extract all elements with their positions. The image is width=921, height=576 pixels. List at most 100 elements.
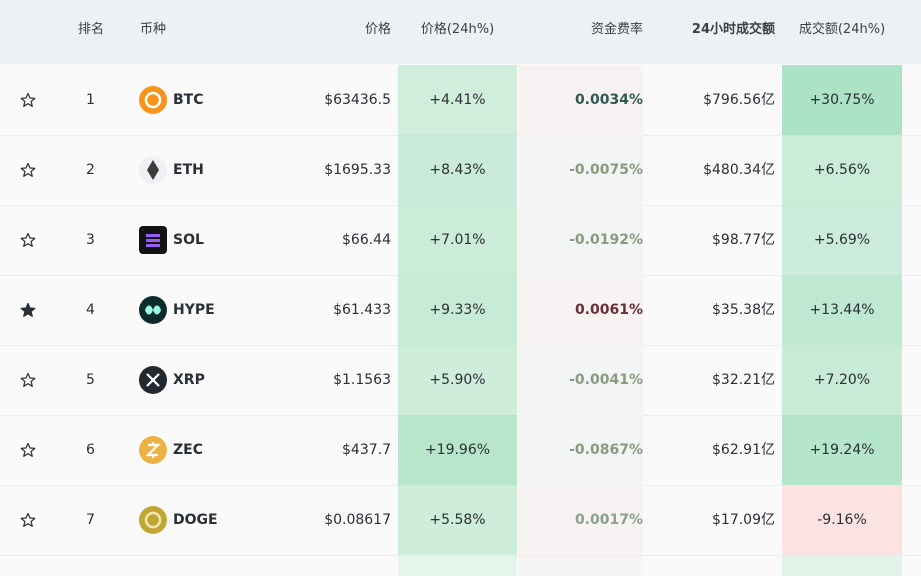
table-row[interactable]: 7 DOGE $0.08617 +5.58% 0.0017% $17.09亿 -9.16% bbox=[0, 485, 921, 556]
price: $0.08617 bbox=[324, 512, 391, 528]
volume-change-cell-bg bbox=[782, 65, 902, 135]
funding-cell-bg bbox=[518, 205, 643, 275]
header-volume[interactable]: 24小时成交额 bbox=[691, 22, 775, 37]
funding-rate: 0.0017% bbox=[574, 512, 643, 528]
funding-rate: -0.0075% bbox=[569, 162, 643, 178]
change-cell-bg bbox=[398, 415, 517, 485]
volume-change-cell-bg bbox=[782, 415, 902, 485]
funding-cell-bg bbox=[518, 345, 643, 415]
volume-change: +19.24% bbox=[809, 442, 875, 458]
volume: $62.91亿 bbox=[712, 442, 775, 458]
header-rank[interactable]: 排名 bbox=[78, 22, 105, 37]
price: $437.7 bbox=[342, 442, 391, 458]
volume-change-cell-bg bbox=[782, 275, 902, 345]
volume: $32.21亿 bbox=[712, 372, 775, 388]
coin-icon bbox=[139, 226, 167, 254]
table-row[interactable]: 6 ZEC $437.7 +19.96% -0.0867% $62.91亿 +19.24% bbox=[0, 415, 921, 486]
header-volume-change[interactable]: 成交额(24h%) bbox=[798, 22, 886, 37]
volume-change: +7.20% bbox=[813, 372, 871, 388]
funding-cell-bg bbox=[518, 275, 643, 345]
rank: 1 bbox=[86, 92, 95, 108]
coin-symbol[interactable]: HYPE bbox=[173, 302, 215, 318]
price-change: +7.01% bbox=[429, 232, 486, 248]
favorite-star[interactable] bbox=[20, 232, 36, 248]
coin-symbol[interactable]: XRP bbox=[173, 372, 205, 388]
price: $66.44 bbox=[342, 232, 391, 248]
price-change: +5.58% bbox=[429, 512, 486, 528]
coin-symbol[interactable]: SOL bbox=[173, 232, 204, 248]
price-change: +9.33% bbox=[429, 302, 486, 318]
change-column-bg bbox=[398, 65, 517, 576]
rank: 3 bbox=[86, 232, 95, 248]
rank: 4 bbox=[86, 302, 95, 318]
favorite-star[interactable] bbox=[20, 442, 36, 458]
header-funding[interactable]: 资金费率 bbox=[590, 22, 643, 37]
volume-change: +6.56% bbox=[813, 162, 871, 178]
change-cell-bg bbox=[398, 135, 517, 205]
funding-cell-bg bbox=[518, 135, 643, 205]
volume: $796.56亿 bbox=[703, 92, 775, 108]
funding-rate: -0.0192% bbox=[569, 232, 643, 248]
volume: $17.09亿 bbox=[712, 512, 775, 528]
table-row[interactable]: 4 HYPE $61.433 +9.33% 0.0061% $35.38亿 +13.44% bbox=[0, 275, 921, 346]
price: $1695.33 bbox=[324, 162, 391, 178]
rank: 7 bbox=[86, 512, 95, 528]
rank: 5 bbox=[86, 372, 95, 388]
coin-icon bbox=[139, 86, 167, 114]
favorite-star[interactable] bbox=[20, 302, 36, 318]
volume-change-cell-bg bbox=[782, 485, 902, 555]
change-cell-bg bbox=[398, 205, 517, 275]
funding-rate: -0.0041% bbox=[569, 372, 643, 388]
favorite-star[interactable] bbox=[20, 162, 36, 178]
coin-symbol[interactable]: DOGE bbox=[173, 512, 218, 528]
coin-symbol[interactable]: BTC bbox=[173, 92, 204, 108]
price-change: +19.96% bbox=[424, 442, 491, 458]
header-change[interactable]: 价格(24h%) bbox=[420, 22, 495, 37]
table-row[interactable]: 3 SOL $66.44 +7.01% -0.0192% $98.77亿 +5.69% bbox=[0, 205, 921, 276]
coin-symbol[interactable]: ETH bbox=[173, 162, 204, 178]
coin-symbol[interactable]: ZEC bbox=[173, 442, 203, 458]
funding-cell-bg bbox=[518, 415, 643, 485]
price-change: +5.90% bbox=[429, 372, 486, 388]
favorite-star[interactable] bbox=[20, 372, 36, 388]
price: $61.433 bbox=[333, 302, 391, 318]
favorite-star[interactable] bbox=[20, 512, 36, 528]
volume: $35.38亿 bbox=[712, 302, 775, 318]
price-change: +8.43% bbox=[429, 162, 486, 178]
volume-change-cell-bg bbox=[782, 345, 902, 415]
change-cell-bg bbox=[398, 275, 517, 345]
price: $63436.5 bbox=[324, 92, 391, 108]
funding-rate: 0.0034% bbox=[574, 92, 643, 108]
table-row[interactable]: 1 BTC $63436.5 +4.41% 0.0034% $796.56亿 +30.75% bbox=[0, 65, 921, 136]
change-cell-bg bbox=[398, 485, 517, 555]
funding-cell-bg bbox=[518, 485, 643, 555]
table-row[interactable]: 2 ETH $1695.33 +8.43% -0.0075% $480.34亿 +6.56% bbox=[0, 135, 921, 206]
change-cell-bg bbox=[398, 65, 517, 135]
rank: 2 bbox=[86, 162, 95, 178]
volume-change: +13.44% bbox=[809, 302, 875, 318]
volume-change: +5.69% bbox=[813, 232, 871, 248]
funding-rate: 0.0061% bbox=[574, 302, 643, 318]
header-coin[interactable]: 币种 bbox=[140, 22, 167, 37]
coin-icon bbox=[139, 296, 167, 324]
volume-change: +30.75% bbox=[809, 92, 875, 108]
price: $1.1563 bbox=[333, 372, 391, 388]
table-row[interactable]: 5 XRP $1.1563 +5.90% -0.0041% $32.21亿 +7.20% bbox=[0, 345, 921, 416]
change-cell-bg bbox=[398, 345, 517, 415]
header: 排名 币种 价格 价格(24h%) 资金费率 24小时成交额 成交额(24h%) bbox=[0, 0, 921, 64]
funding-rate: -0.0867% bbox=[569, 442, 643, 458]
coin-icon bbox=[139, 506, 167, 534]
volume-change: -9.16% bbox=[817, 512, 867, 528]
rank: 6 bbox=[86, 442, 95, 458]
header-price[interactable]: 价格 bbox=[364, 22, 391, 37]
volume: $98.77亿 bbox=[712, 232, 775, 248]
coin-icon bbox=[139, 436, 167, 464]
coin-icon bbox=[139, 366, 167, 394]
funding-cell-bg bbox=[518, 65, 643, 135]
volume: $480.34亿 bbox=[703, 162, 775, 178]
volume-change-cell-bg bbox=[782, 135, 902, 205]
favorite-star[interactable] bbox=[20, 92, 36, 108]
volume-change-cell-bg bbox=[782, 205, 902, 275]
price-change: +4.41% bbox=[429, 92, 486, 108]
